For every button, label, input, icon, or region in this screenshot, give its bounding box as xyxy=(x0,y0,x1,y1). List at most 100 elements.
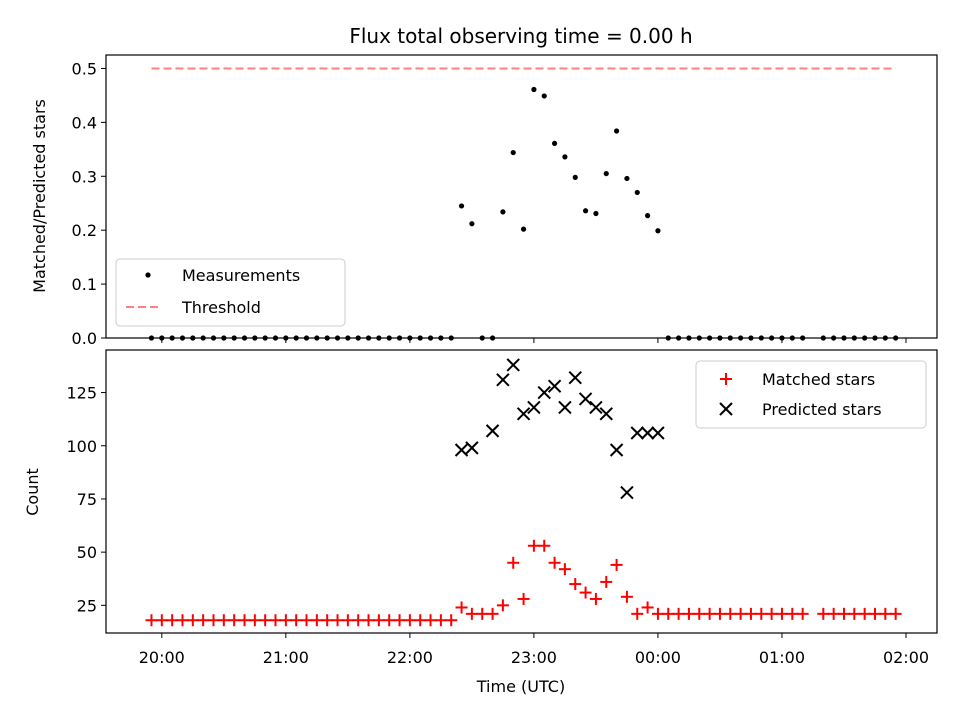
predicted-star-point xyxy=(620,485,634,500)
matched-star-point xyxy=(145,614,158,627)
measurement-point xyxy=(624,175,630,182)
ratio-legend-box xyxy=(115,258,346,327)
matched-star-point xyxy=(693,607,706,620)
chart-title: Flux total observing time = 0.00 h xyxy=(349,24,692,48)
matched-star-point xyxy=(465,607,478,620)
ratio-y-tick-label: 0.4 xyxy=(72,113,97,132)
time-x-tick-label: 00:00 xyxy=(635,648,681,667)
predicted-star-point xyxy=(651,426,665,440)
matched-star-point xyxy=(290,614,303,627)
matched-star-point xyxy=(517,592,530,605)
matched-star-point xyxy=(352,614,365,627)
time-x-tick-label: 20:00 xyxy=(139,648,185,667)
matched-star-point xyxy=(507,556,520,569)
predicted-star-point xyxy=(589,400,603,415)
matched-star-point xyxy=(858,607,871,620)
predicted-star-point xyxy=(609,443,624,457)
matched-star-point xyxy=(166,614,179,627)
predicted-star-point xyxy=(599,407,613,421)
matched-star-point xyxy=(217,614,230,627)
predicted-star-point xyxy=(630,426,644,440)
measurement-point xyxy=(582,208,589,214)
matched-star-point xyxy=(383,614,396,627)
count-y-tick-label: 75 xyxy=(77,490,97,509)
matched-star-point xyxy=(765,607,778,620)
matched-star-point xyxy=(548,556,561,569)
matched-star-point xyxy=(197,614,210,627)
predicted-star-point xyxy=(465,441,479,455)
measurement-point xyxy=(562,154,568,160)
matched-star-point xyxy=(827,607,840,620)
matched-star-point xyxy=(672,607,685,620)
ratio-y-tick-label: 0.5 xyxy=(72,59,97,78)
matched-star-point xyxy=(641,601,654,614)
matched-star-point xyxy=(600,575,613,588)
matched-star-point xyxy=(331,614,344,627)
matched-star-point xyxy=(889,607,902,620)
matched-star-point xyxy=(631,607,644,620)
time-x-tick-label: 01:00 xyxy=(759,648,805,667)
matched-star-point xyxy=(569,578,582,591)
matched-star-point xyxy=(176,614,189,627)
measurement-point xyxy=(531,86,537,93)
matched-star-point xyxy=(414,614,427,627)
predicted-star-point xyxy=(578,392,593,406)
matched-star-point xyxy=(321,614,334,627)
matched-star-point xyxy=(228,614,241,627)
matched-star-point xyxy=(155,614,168,627)
count-y-axis: 25 50 75 100 125 xyxy=(66,384,106,615)
matched-star-point xyxy=(372,614,385,627)
matched-star-point xyxy=(455,601,468,614)
measurement-point xyxy=(510,149,516,156)
predicted-star-point xyxy=(568,370,582,385)
ratio-y-tick-label: 0.3 xyxy=(72,167,97,186)
ratio-legend: Measurements Threshold xyxy=(115,258,346,327)
predicted-star-point xyxy=(537,385,551,400)
matched-star-point xyxy=(403,614,416,627)
predicted-star-point xyxy=(527,400,541,415)
matched-star-point xyxy=(424,614,437,627)
measurement-point xyxy=(655,228,661,234)
matched-star-point xyxy=(496,599,509,612)
matched-star-point xyxy=(775,607,788,620)
matched-star-point xyxy=(620,590,633,603)
matched-star-point xyxy=(434,614,447,627)
matched-star-point xyxy=(589,592,602,605)
measurement-point xyxy=(644,213,651,219)
legend-predicted-label: Predicted stars xyxy=(762,400,882,419)
matched-star-point xyxy=(703,607,716,620)
measurement-point xyxy=(541,93,547,99)
count-y-axis-label: Count xyxy=(23,468,42,516)
matched-star-point xyxy=(837,607,850,620)
matched-star-point xyxy=(796,607,809,620)
ratio-y-axis-label: Matched/Predicted stars xyxy=(30,99,49,293)
count-legend-box xyxy=(695,360,927,429)
time-x-tick-label: 23:00 xyxy=(511,648,557,667)
matched-star-point xyxy=(279,614,292,627)
ratio-panel: 0.0 0.1 0.2 0.3 0.4 0.5 Matched/Predicted sta… xyxy=(30,54,938,348)
count-legend: Matched stars Predicted stars xyxy=(695,360,927,429)
matched-star-point xyxy=(579,586,592,599)
matched-star-point xyxy=(786,607,799,620)
legend-predicted-marker xyxy=(719,402,733,416)
predicted-star-point xyxy=(506,358,520,372)
ratio-y-axis: 0.0 0.1 0.2 0.3 0.4 0.5 xyxy=(72,59,106,348)
matched-star-point xyxy=(879,607,892,620)
matched-star-point xyxy=(662,607,675,620)
matched-star-point xyxy=(476,607,489,620)
matched-star-point xyxy=(558,563,571,576)
count-y-tick-label: 25 xyxy=(77,596,97,615)
matched-star-point xyxy=(848,607,861,620)
count-y-tick-label: 125 xyxy=(66,384,97,403)
time-x-tick-label: 21:00 xyxy=(263,648,309,667)
predicted-star-point xyxy=(640,426,655,440)
legend-matched-marker xyxy=(720,373,732,385)
predicted-star-point xyxy=(516,407,531,421)
time-x-axis: 20:00 21:00 22:00 23:00 00:00 01:00 02:00 xyxy=(139,633,929,667)
legend-threshold-label: Threshold xyxy=(181,298,261,317)
ratio-x-axis xyxy=(161,338,907,343)
matched-star-point xyxy=(310,614,323,627)
count-marks xyxy=(145,358,902,627)
matched-star-point xyxy=(238,614,251,627)
